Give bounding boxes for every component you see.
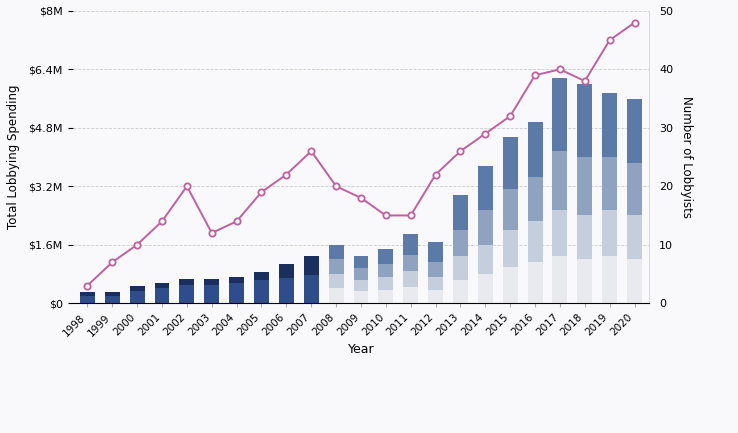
Bar xyxy=(477,166,493,210)
Bar xyxy=(204,279,219,285)
Bar xyxy=(602,93,617,157)
Bar xyxy=(304,275,319,303)
Bar xyxy=(105,296,120,303)
Bar xyxy=(379,277,393,290)
Bar xyxy=(477,210,493,245)
Bar xyxy=(627,216,642,259)
X-axis label: Year: Year xyxy=(348,343,374,356)
Bar xyxy=(577,157,592,216)
Y-axis label: Number of Lobbyists: Number of Lobbyists xyxy=(680,96,693,218)
Bar xyxy=(254,272,269,280)
Bar xyxy=(328,245,344,259)
Bar xyxy=(354,256,368,268)
Bar xyxy=(80,292,95,296)
Bar xyxy=(528,178,542,221)
Bar xyxy=(403,255,418,271)
Bar xyxy=(428,242,443,262)
Bar xyxy=(553,151,568,210)
Bar xyxy=(154,288,170,303)
Bar xyxy=(279,264,294,278)
Bar xyxy=(230,277,244,283)
Bar xyxy=(379,290,393,303)
Bar xyxy=(453,280,468,303)
Bar xyxy=(179,285,194,303)
Bar xyxy=(354,280,368,291)
Bar xyxy=(328,288,344,303)
Bar xyxy=(528,221,542,262)
Bar xyxy=(503,267,517,303)
Bar xyxy=(477,245,493,274)
Bar xyxy=(553,256,568,303)
Bar xyxy=(105,292,120,296)
Bar xyxy=(577,259,592,303)
Bar xyxy=(503,189,517,230)
Bar xyxy=(279,278,294,303)
Bar xyxy=(428,262,443,277)
Bar xyxy=(230,283,244,303)
Bar xyxy=(130,291,145,303)
Bar xyxy=(528,122,542,178)
Bar xyxy=(304,256,319,275)
Bar xyxy=(453,195,468,230)
Bar xyxy=(328,259,344,274)
Bar xyxy=(428,277,443,290)
Bar xyxy=(602,256,617,303)
Bar xyxy=(179,278,194,285)
Bar xyxy=(503,136,517,189)
Bar xyxy=(477,274,493,303)
Bar xyxy=(328,274,344,288)
Bar xyxy=(577,216,592,259)
Bar xyxy=(403,271,418,287)
Bar xyxy=(627,99,642,163)
Bar xyxy=(204,285,219,303)
Bar xyxy=(354,268,368,280)
Bar xyxy=(602,157,617,210)
Bar xyxy=(130,286,145,291)
Bar xyxy=(154,283,170,288)
Bar xyxy=(602,210,617,256)
Bar xyxy=(403,287,418,303)
Bar xyxy=(553,78,568,151)
Bar xyxy=(428,290,443,303)
Bar xyxy=(453,256,468,280)
Bar xyxy=(528,262,542,303)
Bar xyxy=(403,234,418,255)
Bar xyxy=(354,291,368,303)
Bar xyxy=(379,264,393,277)
Bar xyxy=(627,163,642,216)
Y-axis label: Total Lobbying Spending: Total Lobbying Spending xyxy=(7,85,20,229)
Bar xyxy=(577,84,592,157)
Bar xyxy=(379,249,393,264)
Bar xyxy=(503,230,517,267)
Bar xyxy=(553,210,568,256)
Bar xyxy=(254,280,269,303)
Bar xyxy=(627,259,642,303)
Bar xyxy=(453,230,468,256)
Bar xyxy=(80,296,95,303)
